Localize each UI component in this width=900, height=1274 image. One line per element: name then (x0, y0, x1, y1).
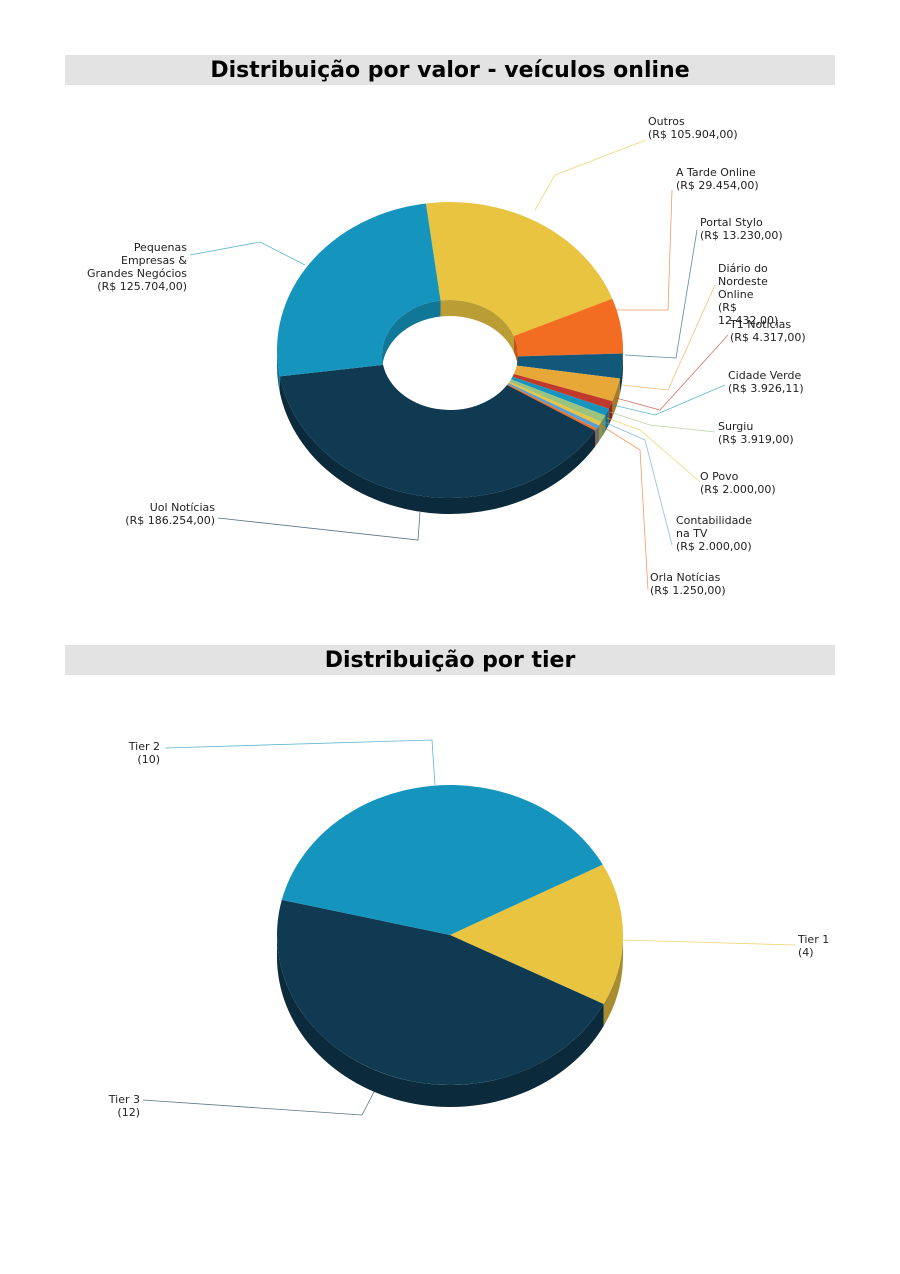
leader-line (601, 425, 649, 591)
leader-line (534, 139, 647, 211)
leader-line (603, 421, 673, 546)
leader-line (621, 939, 796, 946)
leader-line (615, 334, 729, 411)
category-label: O Povo (700, 470, 739, 483)
slice-label: O Povo (R$ 2.000,00) (700, 470, 776, 496)
slice (513, 365, 620, 402)
slice (508, 381, 602, 426)
value-label: (R$ 3.919,00) (718, 433, 794, 446)
slice-label: A Tarde Online (R$ 29.454,00) (676, 166, 759, 192)
value-label: (R$ 186.254,00) (125, 514, 215, 527)
slice-side (598, 422, 602, 442)
slice-side (277, 935, 604, 1107)
value-label: (10) (137, 753, 160, 766)
category-label: Tier 1 (798, 933, 830, 946)
slice-inner-side (513, 335, 518, 371)
slice-label: Orla Notícias (R$ 1.250,00) (650, 571, 726, 597)
slice-side (596, 425, 599, 445)
slice-inner-side (382, 300, 441, 371)
slice-label: Tier 2 (10) (129, 740, 160, 766)
slice-label: Uol Notícias (R$ 186.254,00) (125, 501, 215, 527)
slice (513, 298, 623, 357)
slice-side (605, 408, 609, 432)
value-label: (4) (798, 946, 814, 959)
slice-label: Tier 3 (12) (109, 1093, 140, 1119)
slice-label: Pequenas Empresas & Grandes Negócios (R$ … (87, 241, 187, 293)
slice-label: Outros (R$ 105.904,00) (648, 115, 738, 141)
slice-label: Cidade Verde (R$ 3.926,11) (728, 369, 804, 395)
value-label: (R$ 3.926,11) (728, 382, 804, 395)
value-label: (R$ 4.317,00) (730, 331, 806, 344)
category-label: Contabilidade na TV (676, 514, 753, 540)
leader-line (164, 739, 436, 786)
value-label: (R$ 125.704,00) (97, 280, 187, 293)
leader-line (621, 284, 716, 391)
slice (510, 376, 609, 416)
chart-title: Distribuição por valor - veículos online (210, 58, 689, 83)
slice-label: Surgiu (R$ 3.919,00) (718, 420, 794, 446)
leader-line (624, 229, 698, 359)
slice (509, 379, 606, 423)
category-label: Outros (648, 115, 685, 128)
leader-line (609, 411, 716, 433)
value-label: (12) (117, 1106, 140, 1119)
leader-line (189, 241, 306, 266)
value-label: (R$ 1.250,00) (650, 584, 726, 597)
leader-line (615, 189, 673, 311)
slice (507, 382, 599, 429)
slice (277, 203, 441, 377)
title-bar (65, 55, 835, 85)
category-label: Uol Notícias (149, 501, 215, 514)
title-bar (65, 645, 835, 675)
slice-inner-side (440, 300, 514, 352)
slice (512, 373, 613, 409)
category-label: Cidade Verde (728, 369, 802, 382)
slice-side (603, 935, 623, 1026)
leader-line (142, 1089, 376, 1116)
category-label: Tier 3 (108, 1093, 140, 1106)
slice-label: Portal Stylo (R$ 13.230,00) (700, 216, 783, 242)
slice-label: Contabilidade na TV (R$ 2.000,00) (676, 514, 761, 553)
value-label: (R$ 12.432,00) (718, 301, 779, 327)
slice (279, 364, 596, 499)
slice (450, 864, 623, 1004)
donut-hole (382, 300, 518, 410)
category-label: Pequenas Empresas & Grandes Negócios (87, 241, 188, 280)
category-label: Surgiu (718, 420, 754, 433)
slice-label: T1 Notícias (R$ 4.317,00) (730, 318, 806, 344)
slice (425, 202, 613, 336)
category-label: Orla Notícias (650, 571, 721, 584)
category-label: Diário do Nordeste Online (718, 262, 768, 301)
slice-side (277, 350, 280, 393)
leader-line (217, 511, 421, 541)
category-label: T1 Notícias (730, 318, 792, 331)
slice (281, 785, 603, 935)
value-label: (R$ 2.000,00) (676, 540, 752, 553)
slice-side (279, 376, 596, 514)
category-label: Tier 2 (128, 740, 160, 753)
category-label: A Tarde Online (676, 166, 756, 179)
value-label: (R$ 2.000,00) (700, 483, 776, 496)
chart-title: Distribuição por tier (325, 648, 576, 673)
slice (277, 899, 604, 1085)
slice-label: Diário do Nordeste Online (R$ 12.432,00) (718, 262, 800, 327)
slice-label: Tier 1 (4) (798, 933, 829, 959)
slice-side (619, 353, 623, 395)
leader-line (606, 417, 701, 483)
value-label: (R$ 105.904,00) (648, 128, 738, 141)
slice-side (595, 428, 597, 447)
category-label: Portal Stylo (700, 216, 763, 229)
value-label: (R$ 29.454,00) (676, 179, 759, 192)
slice (516, 353, 623, 379)
value-label: (R$ 13.230,00) (700, 229, 783, 242)
leader-line (612, 384, 726, 416)
slice (507, 384, 597, 431)
